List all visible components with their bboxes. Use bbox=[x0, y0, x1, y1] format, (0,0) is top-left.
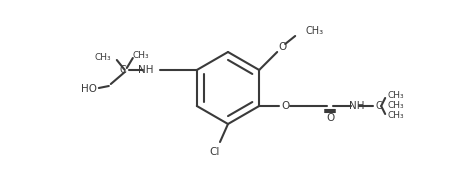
Text: CH₃: CH₃ bbox=[387, 112, 404, 121]
Text: O: O bbox=[278, 42, 286, 52]
Text: CH₃: CH₃ bbox=[387, 101, 404, 110]
Text: HO: HO bbox=[81, 84, 97, 94]
Text: C: C bbox=[119, 65, 126, 75]
Text: O: O bbox=[281, 101, 290, 111]
Text: CH₃: CH₃ bbox=[133, 52, 149, 61]
Text: O: O bbox=[326, 113, 334, 123]
Text: CH₃: CH₃ bbox=[305, 26, 323, 36]
Text: CH₃: CH₃ bbox=[387, 91, 404, 100]
Text: NH: NH bbox=[349, 101, 365, 111]
Text: CH₃: CH₃ bbox=[94, 54, 111, 63]
Text: C: C bbox=[375, 101, 382, 111]
Text: Cl: Cl bbox=[210, 147, 220, 157]
Text: NH: NH bbox=[138, 65, 154, 75]
